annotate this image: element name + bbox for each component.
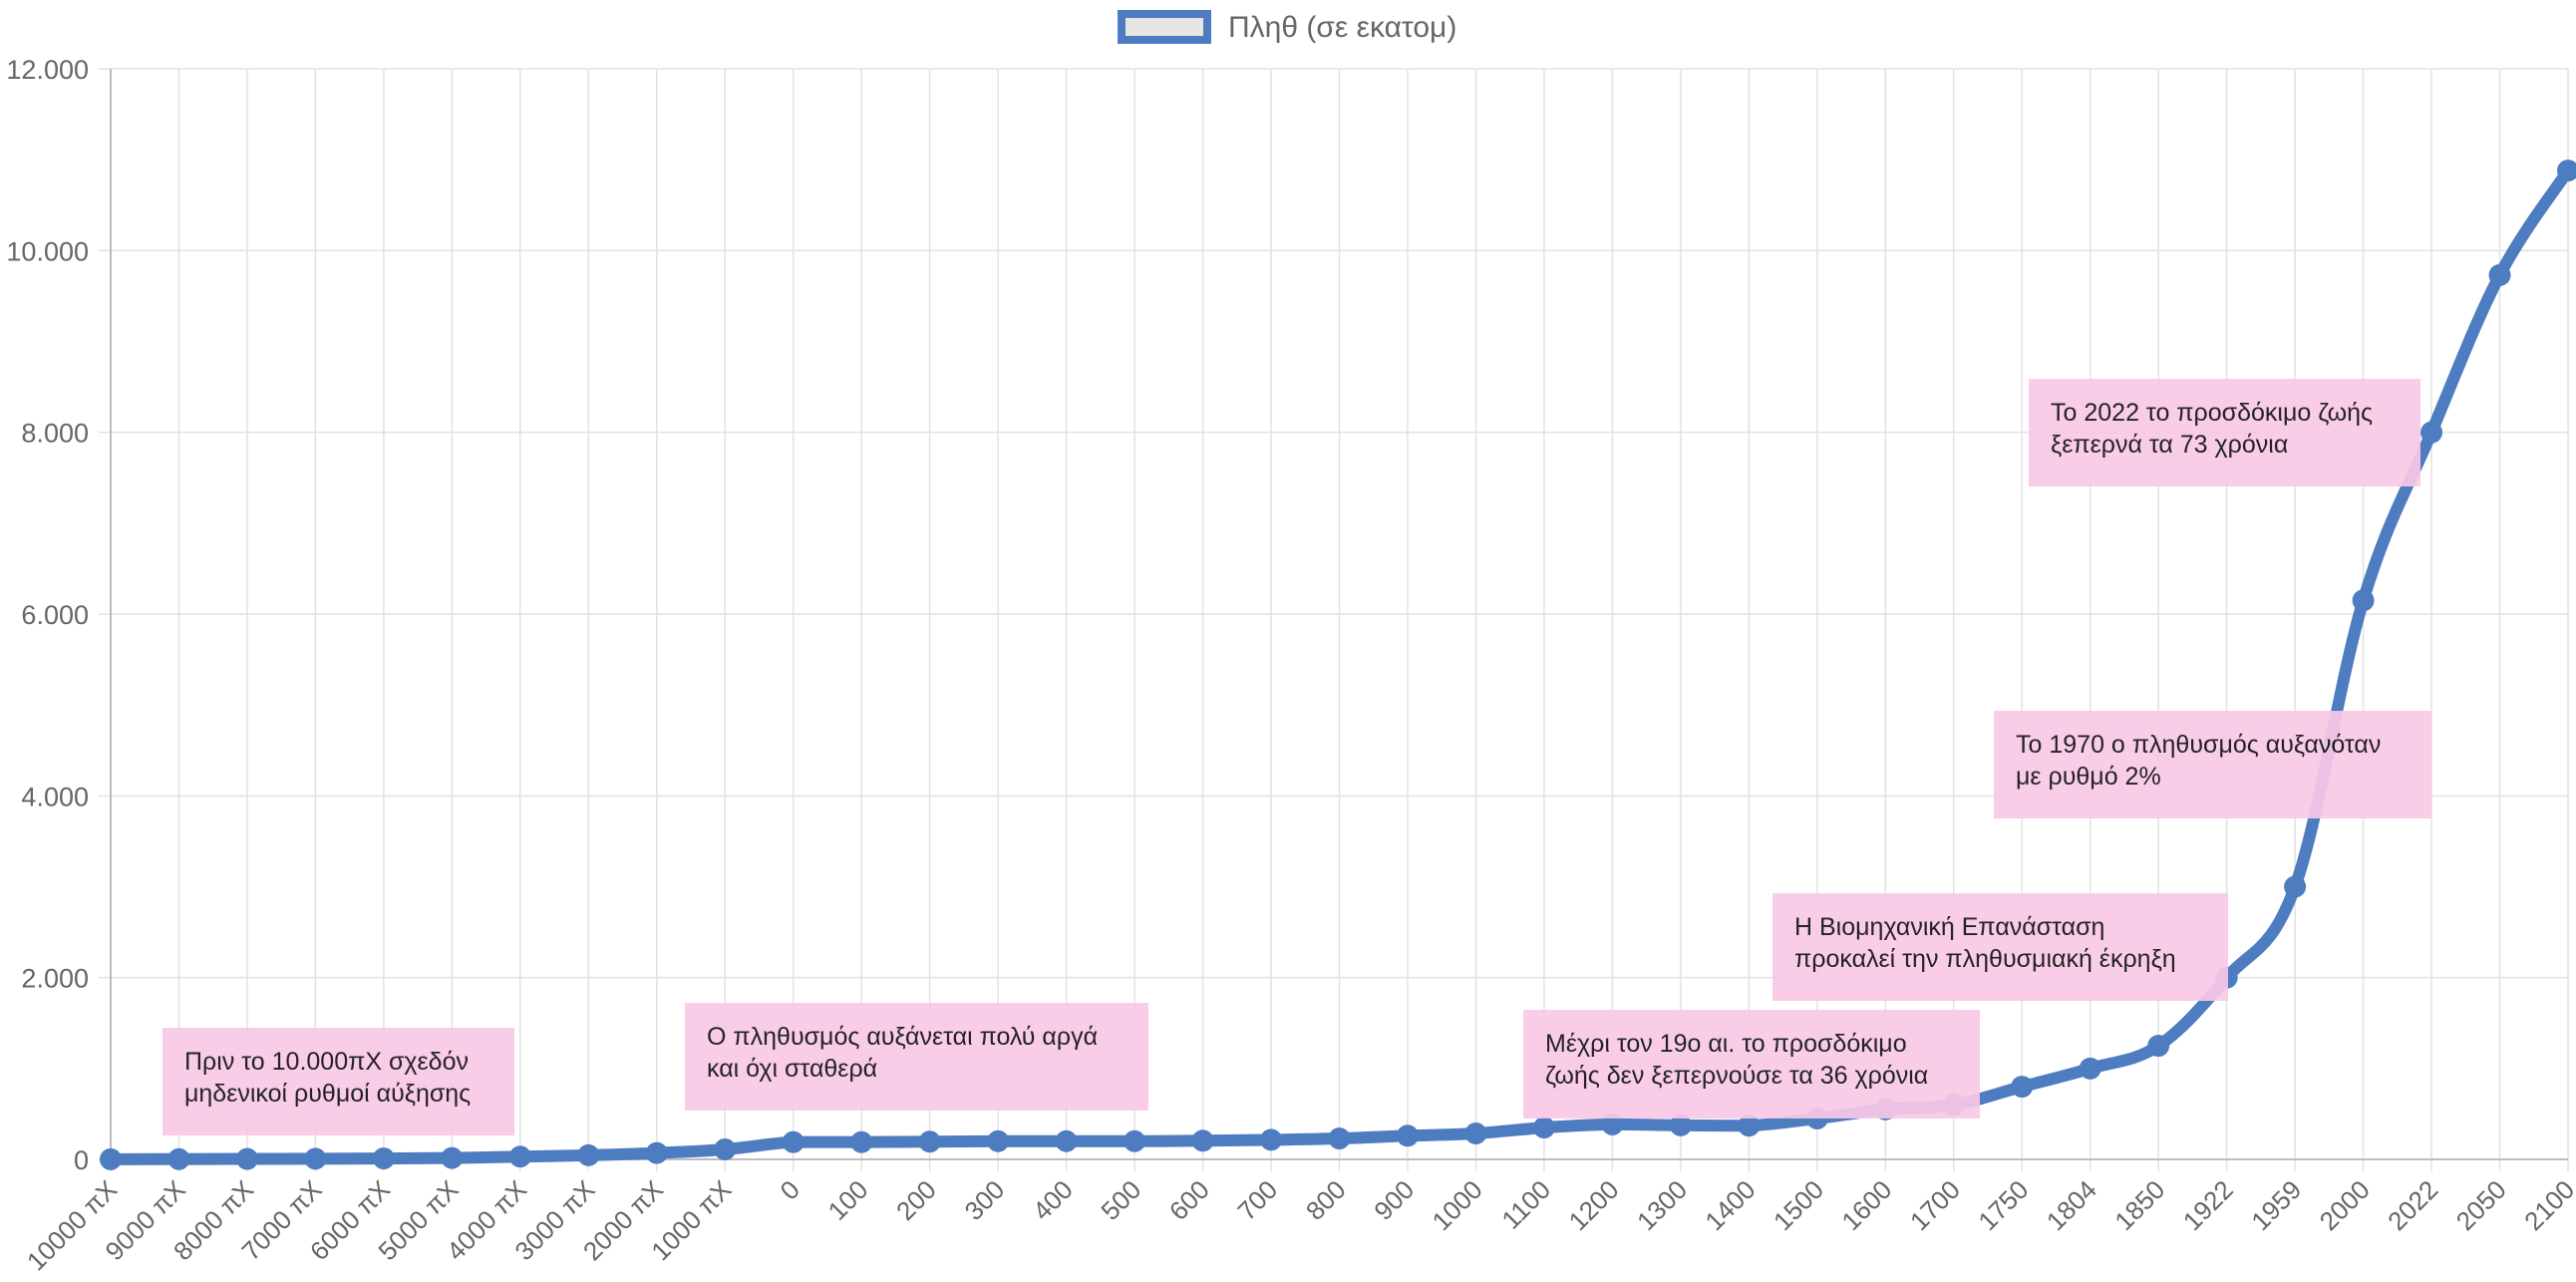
data-point[interactable] <box>167 1147 190 1170</box>
data-point[interactable] <box>304 1147 327 1170</box>
x-tick-label: 1750 <box>1972 1174 2034 1236</box>
x-tick-label: 1300 <box>1631 1174 1693 1236</box>
x-tick-label: 1804 <box>2041 1174 2102 1236</box>
x-tick-label: 10000 πΧ <box>21 1174 123 1276</box>
x-tick-label: 200 <box>890 1174 942 1226</box>
data-point[interactable] <box>918 1130 941 1153</box>
x-tick-label: 100 <box>822 1174 874 1226</box>
x-tick-label: 2100 <box>2518 1174 2576 1236</box>
annotation-line: ζωής δεν ξεπερνούσε τα 36 χρόνια <box>1545 1062 1929 1090</box>
y-tick-label: 12.000 <box>6 55 89 85</box>
annotation-line: Το 2022 το προσδόκιμο ζωής <box>2051 399 2374 427</box>
data-point[interactable] <box>2557 160 2576 182</box>
data-point[interactable] <box>1260 1128 1283 1151</box>
data-point[interactable] <box>1601 1113 1624 1135</box>
series-points <box>100 160 2576 1170</box>
y-tick-labels: 0 2.000 4.000 6.000 8.000 10.000 12.000 <box>6 55 89 1175</box>
x-tick-label: 2000 <box>2314 1174 2376 1236</box>
y-tick-label: 8.000 <box>21 419 89 449</box>
annotation-line: Το 1970 ο πληθυσμός αυξανόταν <box>2016 731 2382 759</box>
data-point[interactable] <box>441 1146 464 1169</box>
x-tick-label: 1500 <box>1768 1174 1829 1236</box>
legend-label[interactable]: Πληθ (σε εκατομ) <box>1228 11 1457 44</box>
data-point[interactable] <box>987 1129 1010 1152</box>
x-tick-label: 300 <box>958 1174 1010 1226</box>
x-tick-label: 900 <box>1368 1174 1420 1226</box>
data-point[interactable] <box>2352 589 2375 612</box>
annotation-line: Πριν το 10.000πΧ σχεδόν <box>184 1048 469 1076</box>
data-point[interactable] <box>850 1130 873 1153</box>
x-tick-label: 500 <box>1095 1174 1146 1226</box>
annotation-line: με ρυθμό 2% <box>2016 763 2161 791</box>
data-point[interactable] <box>1532 1117 1555 1139</box>
x-tick-label: 1000 <box>1427 1174 1488 1236</box>
annotation-industrial-revolution: Η Βιομηχανική Επανάσταση προκαλεί την πλ… <box>1772 893 2228 1001</box>
data-point[interactable] <box>372 1147 395 1170</box>
data-point[interactable] <box>2284 875 2307 898</box>
data-point[interactable] <box>1055 1129 1078 1152</box>
data-point[interactable] <box>645 1141 668 1164</box>
data-point[interactable] <box>2079 1057 2101 1080</box>
x-tick-label: 1959 <box>2245 1174 2307 1236</box>
data-point[interactable] <box>2011 1076 2034 1099</box>
x-tick-label: 1600 <box>1835 1174 1897 1236</box>
annotation-slow-growth: Ο πληθυσμός αυξάνεται πολύ αργά και όχι … <box>685 1003 1148 1111</box>
annotation-line: Η Βιομηχανική Επανάσταση <box>1794 913 2105 941</box>
data-point[interactable] <box>100 1147 122 1170</box>
data-point[interactable] <box>1396 1124 1419 1147</box>
annotation-2022-life-expectancy: Το 2022 το προσδόκιμο ζωής ξεπερνά τα 73… <box>2029 379 2420 486</box>
data-point[interactable] <box>782 1130 805 1153</box>
x-tick-label: 600 <box>1163 1174 1215 1226</box>
x-tick-label: 0 <box>775 1174 805 1205</box>
data-point[interactable] <box>235 1147 258 1170</box>
data-point[interactable] <box>1464 1122 1487 1145</box>
annotation-line: μηδενικοί ρυθμοί αύξησης <box>184 1080 472 1108</box>
x-tick-label: 2022 <box>2382 1174 2443 1236</box>
x-tick-label: 2050 <box>2450 1174 2512 1236</box>
x-tick-label: 1100 <box>1495 1174 1556 1235</box>
data-point[interactable] <box>1191 1129 1214 1152</box>
x-tick-label: 400 <box>1027 1174 1079 1226</box>
y-tick-label: 6.000 <box>21 600 89 630</box>
x-tick-label: 1700 <box>1904 1174 1966 1236</box>
data-point[interactable] <box>1738 1115 1761 1137</box>
x-tick-label: 1922 <box>2177 1174 2239 1236</box>
x-tick-label: 1850 <box>2108 1174 2170 1236</box>
x-tick-label: 1200 <box>1563 1174 1625 1236</box>
data-point[interactable] <box>577 1143 600 1166</box>
x-tick-label: 1400 <box>1699 1174 1761 1236</box>
annotation-before-10000bc: Πριν το 10.000πΧ σχεδόν μηδενικοί ρυθμοί… <box>162 1028 514 1135</box>
data-point[interactable] <box>1328 1127 1351 1150</box>
annotation-line: προκαλεί την πληθυσμιακή έκρηξη <box>1794 945 2176 973</box>
y-tick-label: 0 <box>74 1145 89 1175</box>
y-tick-label: 2.000 <box>21 964 89 994</box>
y-tick-label: 4.000 <box>21 782 89 811</box>
annotation-line: ξεπερνά τα 73 χρόνια <box>2051 431 2289 459</box>
data-point[interactable] <box>1124 1129 1146 1152</box>
annotation-life-expectancy-19th: Μέχρι τον 19ο αι. το προσδόκιμο ζωής δεν… <box>1523 1010 1980 1119</box>
annotation-line: Μέχρι τον 19ο αι. το προσδόκιμο <box>1545 1030 1907 1058</box>
x-tick-label: 800 <box>1300 1174 1352 1226</box>
data-point[interactable] <box>2420 421 2443 444</box>
y-tick-label: 10.000 <box>6 236 89 266</box>
x-tick-label: 700 <box>1231 1174 1283 1226</box>
data-point[interactable] <box>714 1137 737 1160</box>
data-point[interactable] <box>2147 1035 2170 1058</box>
data-point[interactable] <box>2488 263 2511 286</box>
legend-swatch[interactable] <box>1118 10 1211 44</box>
data-point[interactable] <box>1669 1114 1692 1136</box>
data-point[interactable] <box>508 1145 531 1168</box>
annotation-line: Ο πληθυσμός αυξάνεται πολύ αργά <box>707 1023 1099 1051</box>
annotation-1970-growth: Το 1970 ο πληθυσμός αυξανόταν με ρυθμό 2… <box>1994 711 2431 818</box>
annotation-line: και όχι σταθερά <box>707 1055 878 1083</box>
